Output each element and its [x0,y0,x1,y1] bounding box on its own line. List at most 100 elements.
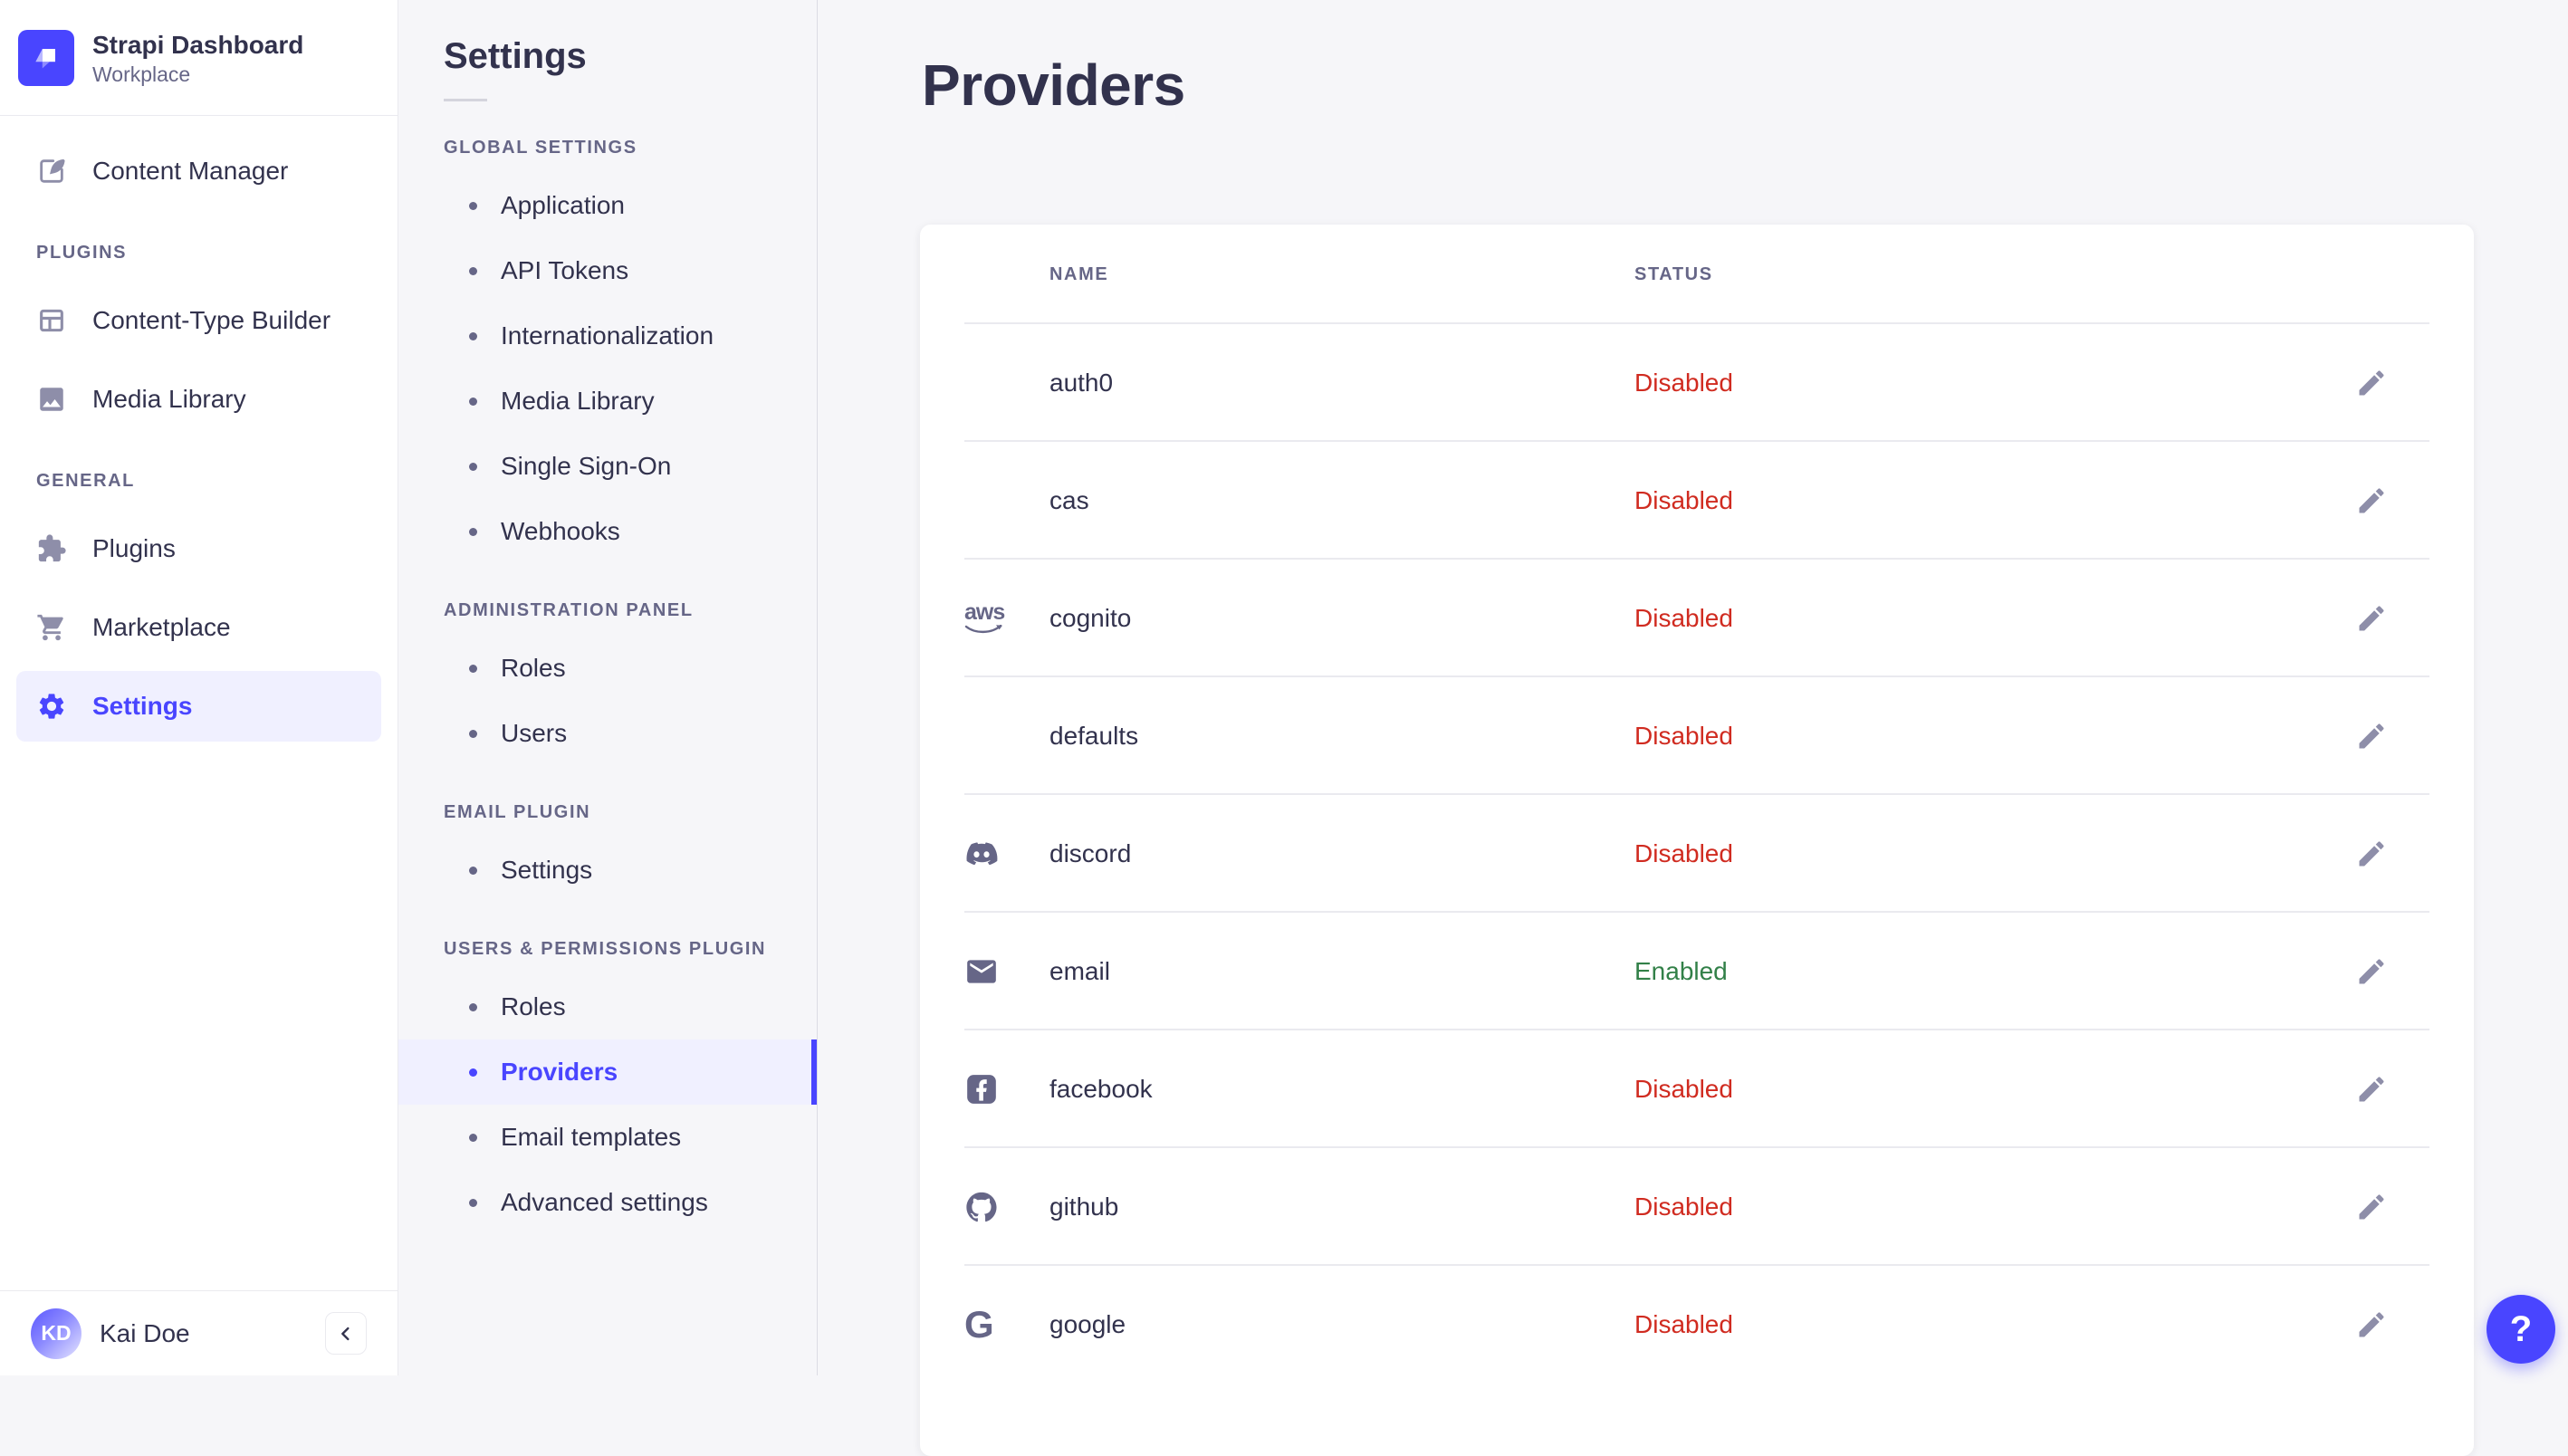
subnav-item-label: Webhooks [501,517,620,545]
edit-provider-button[interactable] [2352,363,2391,403]
cart-icon [36,612,67,643]
sidebar-item-content-manager[interactable]: Content Manager [16,136,381,206]
provider-status: Disabled [1634,486,1733,514]
column-header-name: NAME [1049,263,1109,284]
gear-icon [36,691,67,722]
chevron-left-icon [336,1324,356,1344]
subnav-item-application[interactable]: Application [398,173,817,238]
subnav-item-users[interactable]: Users [398,701,817,766]
provider-name: cognito [1049,604,1132,632]
provider-row-cas: cas Disabled [920,442,2474,560]
provider-status: Disabled [1634,839,1733,867]
edit-provider-button[interactable] [2352,1069,2391,1109]
subnav-item-label: API Tokens [501,256,629,284]
provider-icon-cell: aws [964,601,1049,636]
main-content: Providers NAME STATUS auth0 Disabled cas Di… [819,0,2568,1456]
provider-name: defaults [1049,722,1139,750]
provider-status: Disabled [1634,1193,1733,1221]
edit-provider-button[interactable] [2352,1187,2391,1227]
bullet-dot-icon [469,1068,477,1077]
settings-subnav: Settings GLOBAL SETTINGS Application API T… [398,0,818,1375]
bullet-dot-icon [469,1198,477,1207]
provider-icon-cell: G [964,1306,1049,1344]
bullet-dot-icon [469,201,477,210]
subnav-item-email-templates[interactable]: Email templates [398,1105,817,1170]
avatar[interactable]: KD [31,1308,81,1359]
subnav-item-internationalization[interactable]: Internationalization [398,303,817,369]
provider-icon-cell [964,837,1049,871]
sidebar-item-label: Content Manager [92,157,289,185]
sidebar-item-label: Marketplace [92,613,231,641]
edit-provider-button[interactable] [2352,1305,2391,1345]
provider-status: Disabled [1634,369,1733,397]
provider-row-github: github Disabled [920,1148,2474,1266]
provider-status: Disabled [1634,604,1733,632]
main-sidebar: Strapi Dashboard Workplace Content Manag… [0,0,398,1375]
subnav-item-label: Providers [501,1058,618,1086]
subnav-item-webhooks[interactable]: Webhooks [398,499,817,564]
subnav-item-label: Email templates [501,1123,682,1151]
subnav-section-label-users-permissions-plugin: USERS & PERMISSIONS PLUGIN [444,939,767,959]
subnav-item-single-sign-on[interactable]: Single Sign-On [398,434,817,499]
sidebar-item-media-library[interactable]: Media Library [16,364,381,435]
subnav-item-providers[interactable]: Providers [398,1039,817,1105]
table-header-row: NAME STATUS [920,225,2474,324]
provider-icon-cell [964,954,1049,989]
subnav-item-label: Advanced settings [501,1188,708,1216]
user-name: Kai Doe [100,1318,190,1347]
subnav-item-media-library[interactable]: Media Library [398,369,817,434]
image-icon [36,384,67,415]
sidebar-item-label: Content-Type Builder [92,306,331,334]
subnav-item-label: Roles [501,654,566,682]
sidebar-section-label-plugins: PLUGINS [36,243,128,263]
page-title: Providers [922,53,1185,118]
aws-icon: aws [964,601,1005,636]
column-header-status: STATUS [1634,263,1713,284]
bullet-dot-icon [469,1002,477,1011]
feather-pen-icon [36,156,67,187]
subnav-title: Settings [444,36,587,76]
bullet-dot-icon [469,266,477,275]
sidebar-item-label: Media Library [92,385,246,413]
provider-name: auth0 [1049,369,1114,397]
envelope-icon [964,954,999,989]
app-workspace: Workplace [92,62,191,86]
pencil-icon [2355,955,2388,988]
subnav-item-roles[interactable]: Roles [398,974,817,1039]
pencil-icon [2355,1073,2388,1106]
subnav-item-advanced-settings[interactable]: Advanced settings [398,1170,817,1235]
edit-provider-button[interactable] [2352,716,2391,756]
edit-provider-button[interactable] [2352,481,2391,521]
provider-row-auth0: auth0 Disabled [920,324,2474,442]
edit-provider-button[interactable] [2352,599,2391,638]
sidebar-item-plugins[interactable]: Plugins [16,513,381,584]
sidebar-section-label-general: GENERAL [36,471,135,491]
bullet-dot-icon [469,462,477,471]
sidebar-item-content-type-builder[interactable]: Content-Type Builder [16,285,381,356]
facebook-icon [964,1072,999,1106]
bullet-dot-icon [469,331,477,340]
sidebar-item-settings[interactable]: Settings [16,671,381,742]
subnav-item-roles[interactable]: Roles [398,636,817,701]
bullet-dot-icon [469,1133,477,1142]
sidebar-collapse-button[interactable] [325,1312,367,1355]
sidebar-item-label: Plugins [92,534,176,562]
help-button[interactable]: ? [2487,1295,2555,1364]
provider-row-discord: discord Disabled [920,795,2474,913]
subnav-item-label: Single Sign-On [501,452,672,480]
subnav-item-label: Application [501,191,625,219]
app-brand[interactable]: Strapi Dashboard Workplace [0,0,398,116]
subnav-item-settings[interactable]: Settings [398,838,817,903]
edit-provider-button[interactable] [2352,952,2391,991]
provider-icon-cell [964,1072,1049,1106]
bullet-dot-icon [469,527,477,536]
puzzle-icon [36,533,67,564]
subnav-item-label: Internationalization [501,321,714,350]
subnav-item-label: Roles [501,992,566,1020]
subnav-title-underline [444,99,487,101]
edit-provider-button[interactable] [2352,834,2391,874]
pencil-icon [2355,1308,2388,1341]
provider-status: Enabled [1634,957,1728,985]
subnav-item-api-tokens[interactable]: API Tokens [398,238,817,303]
sidebar-item-marketplace[interactable]: Marketplace [16,592,381,663]
